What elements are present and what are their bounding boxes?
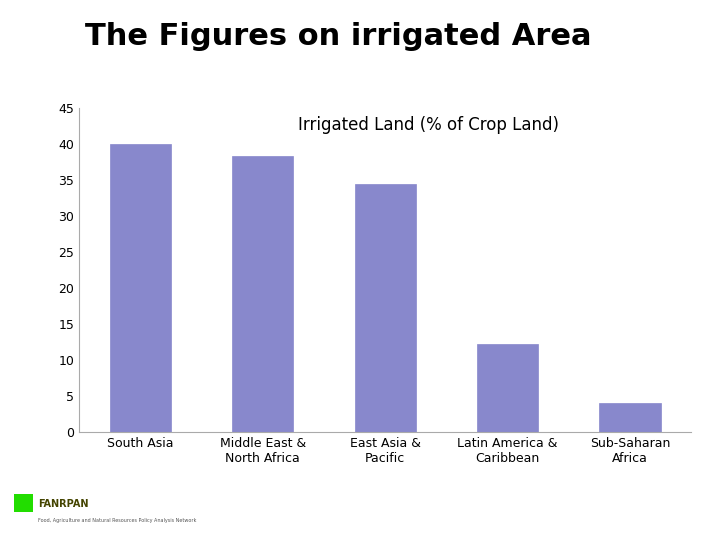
Bar bbox=[14, 494, 33, 512]
Bar bbox=[599, 403, 660, 432]
Bar bbox=[354, 184, 415, 432]
Text: Food, Agriculture and Natural Resources Policy Analysis Network: Food, Agriculture and Natural Resources … bbox=[38, 518, 197, 523]
Bar bbox=[109, 144, 171, 432]
Text: The Figures on irrigated Area: The Figures on irrigated Area bbox=[85, 22, 592, 51]
Text: FANRPAN: FANRPAN bbox=[38, 499, 89, 509]
Bar bbox=[232, 156, 294, 432]
Text: Irrigated Land (% of Crop Land): Irrigated Land (% of Crop Land) bbox=[297, 116, 559, 134]
Bar bbox=[477, 344, 538, 432]
